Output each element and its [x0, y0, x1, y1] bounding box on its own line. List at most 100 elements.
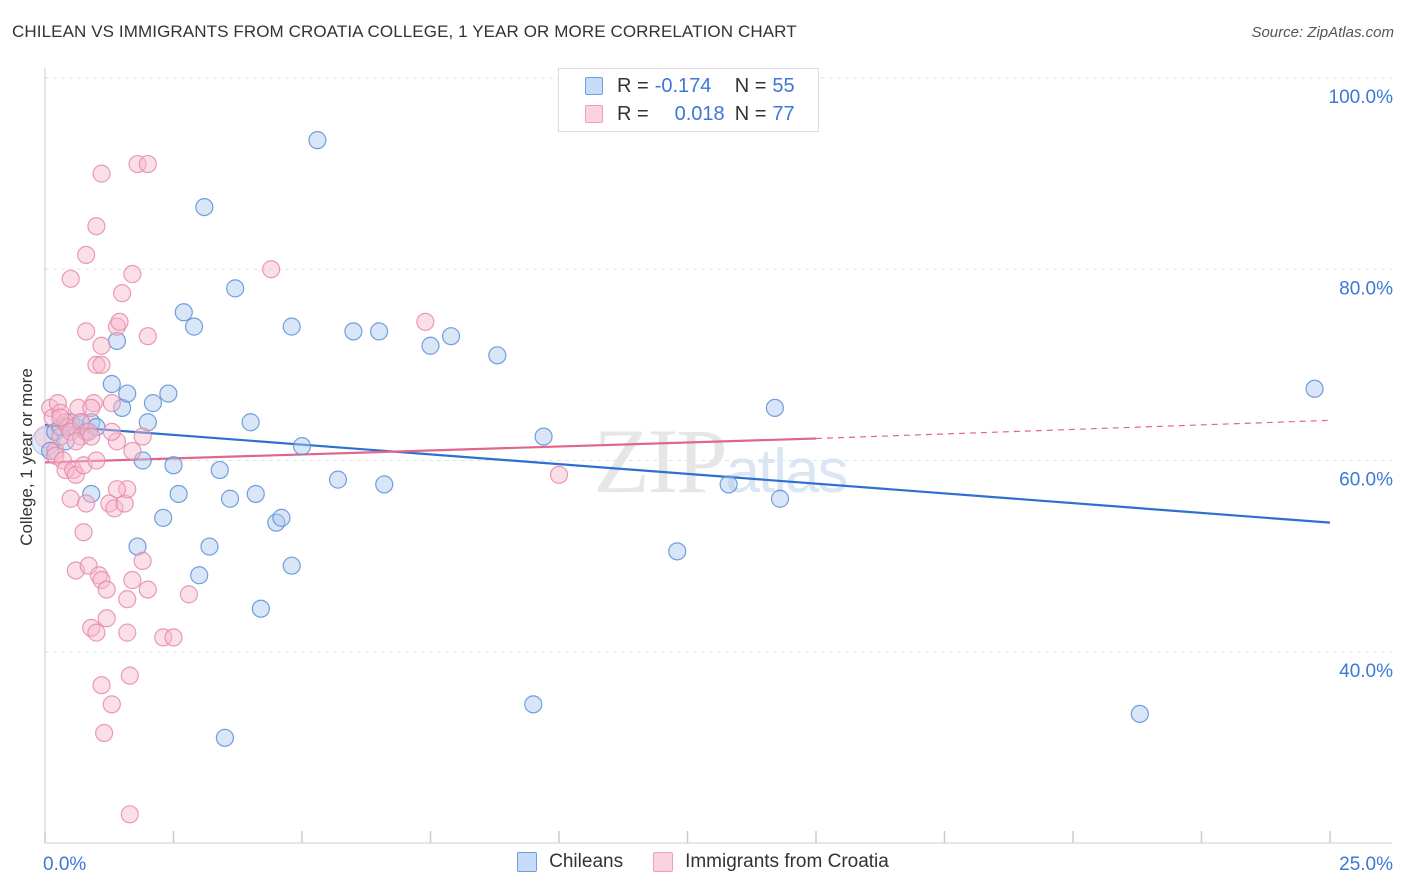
croatia-point	[102, 394, 121, 413]
y-tick-label: 80.0%	[1339, 278, 1393, 299]
y-tick-label: 60.0%	[1339, 470, 1393, 491]
croatia-point	[66, 465, 85, 484]
chileans-point	[770, 489, 790, 508]
data-points	[31, 131, 1324, 824]
chileans-trend-line	[44, 424, 1331, 524]
chileans-point	[375, 475, 394, 494]
croatia-legend-swatch	[653, 852, 674, 872]
croatia-point	[107, 432, 127, 451]
croatia-point	[123, 441, 142, 461]
chileans-point	[1130, 704, 1149, 724]
croatia-point	[115, 494, 134, 513]
chileans-point	[112, 398, 132, 418]
series-legend: Chileans Immigrants from Croatia	[0, 851, 1406, 873]
chileans-point	[370, 322, 389, 341]
croatia-point	[95, 723, 114, 743]
chileans-point	[765, 398, 784, 418]
croatia-point	[56, 460, 75, 480]
chileans-point	[174, 303, 193, 322]
croatia-point	[61, 489, 80, 508]
chileans-point	[251, 599, 270, 618]
croatia-swatch	[585, 105, 603, 123]
legend-row-croatia: R = 0.018 N = 77	[585, 101, 795, 127]
croatia-point	[416, 312, 435, 331]
croatia-point	[97, 609, 116, 628]
croatia-point	[123, 264, 142, 284]
croatia-trend-extension	[815, 419, 1331, 440]
trend-lines	[44, 419, 1331, 524]
croatia-point	[120, 666, 139, 685]
croatia-point	[102, 695, 121, 714]
croatia-point	[92, 676, 111, 695]
croatia-point	[97, 580, 116, 599]
legend-n-label: N =	[734, 74, 767, 97]
croatia-point	[179, 585, 199, 604]
croatia-point	[133, 427, 152, 446]
croatia-point	[107, 480, 127, 499]
croatia-point	[89, 566, 109, 585]
chileans-point	[210, 460, 229, 480]
chart-title: CHILEAN VS IMMIGRANTS FROM CROATIA COLLE…	[12, 22, 797, 41]
croatia-point	[46, 441, 65, 461]
croatia-point	[51, 408, 70, 427]
chileans-point	[138, 413, 157, 432]
croatia-point	[84, 394, 103, 413]
croatia-point	[82, 398, 101, 418]
chileans-point	[282, 556, 301, 575]
stats-legend: R = -0.174 N = 55 R = 0.018 N = 77	[558, 68, 819, 132]
chileans-point	[241, 413, 260, 432]
chileans-point	[524, 695, 543, 714]
croatia-point	[138, 154, 157, 174]
tick-labels: 100.0% 80.0% 60.0% 40.0% 0.0% 25.0%	[43, 87, 1393, 875]
croatia-point	[549, 465, 569, 484]
chileans-point	[215, 728, 234, 747]
legend-item-croatia[interactable]: Immigrants from Croatia	[653, 851, 889, 873]
y-tick-label: 40.0%	[1339, 661, 1393, 682]
chileans-legend-swatch	[517, 852, 538, 872]
croatia-point	[118, 590, 137, 609]
croatia-point	[262, 260, 281, 279]
axes	[44, 68, 1392, 844]
chileans-point	[164, 456, 183, 475]
chileans-point	[272, 508, 291, 527]
chileans-point	[534, 427, 553, 446]
chileans-point	[344, 322, 363, 341]
croatia-point	[82, 427, 101, 446]
croatia-point	[66, 432, 85, 451]
chileans-point	[118, 384, 137, 403]
chileans-point	[488, 346, 507, 365]
chileans-point	[82, 484, 101, 504]
chileans-point	[421, 336, 440, 355]
croatia-point	[138, 580, 157, 599]
y-tick-label: 100.0%	[1329, 87, 1394, 108]
croatia-point	[128, 154, 147, 174]
croatia-point	[71, 413, 91, 432]
croatia-point	[87, 217, 106, 236]
croatia-point	[110, 312, 129, 331]
chileans-point	[308, 131, 327, 150]
chileans-point	[200, 537, 219, 556]
legend-n-value: 77	[772, 102, 795, 125]
croatia-point	[118, 623, 137, 642]
y-axis-label: College, 1 year or more	[17, 368, 36, 546]
grid-lines	[45, 77, 1392, 653]
legend-n-label: N =	[734, 102, 767, 125]
chileans-point	[195, 197, 214, 217]
legend-r-value: 0.018	[674, 102, 725, 125]
croatia-point	[105, 499, 124, 518]
x-tick-label-right: 25.0%	[1339, 854, 1393, 875]
croatia-point	[92, 336, 111, 355]
croatia-point	[77, 322, 96, 341]
croatia-point	[87, 451, 106, 470]
croatia-point	[107, 317, 127, 336]
croatia-point	[87, 355, 106, 374]
watermark-zip: ZIP	[594, 410, 726, 512]
chileans-cluster-point	[31, 426, 61, 456]
croatia-point	[112, 284, 132, 303]
croatia-point	[133, 551, 152, 571]
croatia-point	[77, 494, 96, 513]
legend-item-chileans[interactable]: Chileans	[517, 851, 623, 873]
croatia-point	[120, 805, 139, 824]
legend-r-label: R =	[617, 74, 649, 97]
legend-r-value: -0.174	[654, 74, 712, 97]
